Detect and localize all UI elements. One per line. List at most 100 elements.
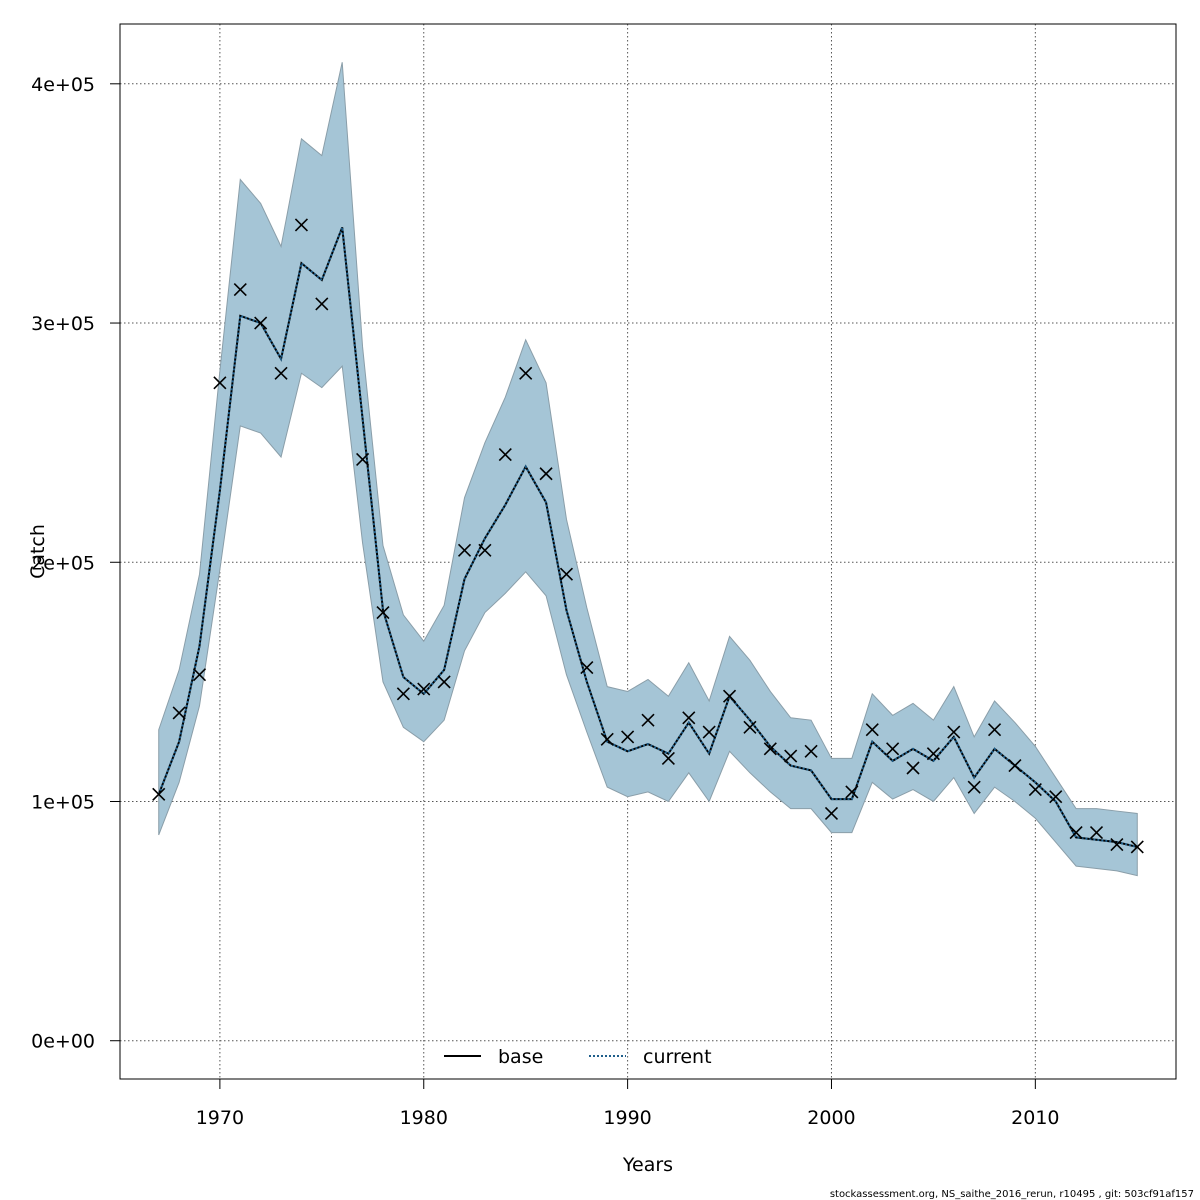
observed-point [152,787,166,801]
plot-frame [119,23,1177,1080]
observed-point [661,751,675,765]
observed-point-stroke [152,787,166,801]
y-axis: 0e+00 1e+05 2e+05 3e+05 4e+05 [31,74,120,1053]
observed-point-stroke [722,689,737,703]
observed-point-stroke [294,218,309,232]
observed-point [621,730,635,744]
observed-point-stroke [987,723,1002,737]
observed-point [396,687,410,701]
observed-point-stroke [1089,826,1104,840]
observed-point [519,366,533,380]
observed-point-stroke [315,297,329,311]
observed-point-stroke [254,316,268,330]
observed-point-stroke [1008,759,1022,773]
observed-point [1028,782,1042,797]
observed-point-stroke [172,706,186,720]
observed-point [845,785,859,799]
observed-point-stroke [580,660,594,675]
observed-point [580,660,594,675]
observed-point [315,297,329,311]
observed-point-stroke [539,467,553,481]
observed-point-stroke [559,567,574,581]
observed-point [1049,790,1063,804]
observed-point [539,467,553,481]
observed-point [213,376,227,390]
observed-point-stroke [763,742,777,756]
observed-point-stroke [396,687,410,701]
observed-point-stroke [886,742,900,756]
observed-point [376,605,390,620]
observed-point [600,732,614,746]
observed-point-stroke [498,448,512,462]
observed-point [1008,759,1022,773]
observed-point [947,725,961,739]
observed-point-stroke [417,682,431,696]
observed-point [1130,840,1144,854]
observed-point-stroke [702,725,716,739]
observed-point-stroke [845,785,859,799]
confidence-band [158,62,1138,877]
observed-point-stroke [682,711,696,725]
observed-point [1110,837,1124,852]
observed-point-stroke [1028,782,1042,797]
observed-point-stroke [519,366,533,380]
observed-point-stroke [1110,837,1124,852]
y-tick-label: 0e+00 [31,1031,95,1053]
observed-point [559,567,574,581]
y-tick-label: 4e+05 [31,74,95,96]
observed-point-stroke [457,543,472,557]
observed-point [906,761,920,775]
observed-point-stroke [1049,790,1063,804]
observed-point [478,543,492,557]
legend: base current [444,1046,712,1068]
observed-point [987,723,1002,737]
observed-point [254,316,268,330]
observed-point [192,668,207,682]
x-tick-label: 2000 [807,1107,855,1129]
observed-point-stroke [661,751,675,765]
observed-point [172,706,186,720]
observed-point [457,543,472,557]
observed-point-stroke [824,806,839,821]
observed-point [233,282,247,297]
observed-point [886,742,900,756]
observed-point-stroke [437,675,451,689]
observed-point [1089,826,1104,840]
observed-point-stroke [356,452,370,466]
x-axis-title: Years [622,1154,673,1176]
x-tick-label: 1970 [196,1107,244,1129]
observed-point-stroke [233,282,247,297]
legend-label-base: base [498,1046,543,1068]
observed-points [152,218,1144,854]
observed-point [1069,826,1083,840]
observed-point [926,747,940,761]
y-tick-label: 2e+05 [31,552,95,574]
legend-label-current: current [643,1046,712,1068]
observed-point-stroke [274,366,288,380]
x-axis: 1970 1980 1990 2000 2010 [196,1079,1060,1129]
observed-point-stroke [376,605,390,620]
observed-point-stroke [600,732,614,746]
observed-point [865,723,879,737]
observed-point [498,448,512,462]
observed-point [356,452,370,466]
observed-point [824,806,839,821]
observed-point-stroke [784,749,798,763]
observed-point [702,725,716,739]
observed-point-stroke [926,747,940,761]
observed-point [804,744,818,758]
observed-point [274,366,288,380]
observed-point-stroke [1069,826,1083,840]
observed-point [682,711,696,725]
observed-point [722,689,737,703]
observed-point-stroke [478,543,492,557]
observed-point [763,742,777,756]
observed-point-stroke [865,723,879,737]
observed-point [784,749,798,763]
observed-point-stroke [743,720,757,734]
observed-point [437,675,451,689]
observed-point-stroke [213,376,227,390]
observed-point-stroke [947,725,961,739]
